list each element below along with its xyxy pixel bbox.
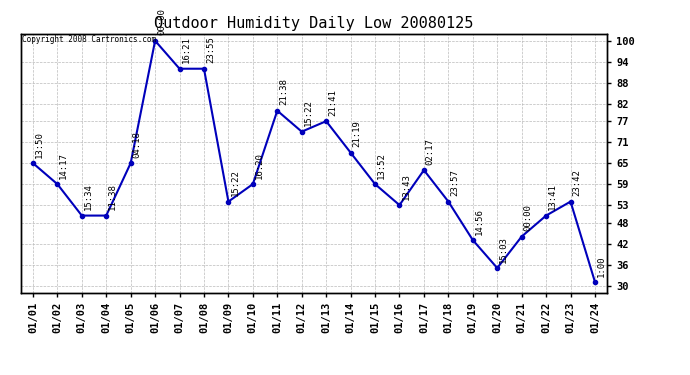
Text: 21:38: 21:38 xyxy=(279,78,288,105)
Text: 15:03: 15:03 xyxy=(499,236,509,263)
Text: 00:00: 00:00 xyxy=(524,204,533,231)
Text: 15:34: 15:34 xyxy=(83,183,92,210)
Text: 13:41: 13:41 xyxy=(548,183,557,210)
Text: Copyright 2008 Cartronics.com: Copyright 2008 Cartronics.com xyxy=(22,35,156,44)
Text: 16:21: 16:21 xyxy=(181,37,190,63)
Title: Outdoor Humidity Daily Low 20080125: Outdoor Humidity Daily Low 20080125 xyxy=(155,16,473,31)
Text: 1:00: 1:00 xyxy=(597,255,606,277)
Text: 14:17: 14:17 xyxy=(59,152,68,179)
Text: 14:56: 14:56 xyxy=(475,208,484,235)
Text: 21:41: 21:41 xyxy=(328,89,337,116)
Text: 23:57: 23:57 xyxy=(451,170,460,196)
Text: 11:38: 11:38 xyxy=(108,183,117,210)
Text: 13:52: 13:52 xyxy=(377,152,386,179)
Text: 13:50: 13:50 xyxy=(35,131,44,158)
Text: 00:00: 00:00 xyxy=(157,9,166,36)
Text: 21:19: 21:19 xyxy=(353,120,362,147)
Text: 02:17: 02:17 xyxy=(426,138,435,165)
Text: 15:22: 15:22 xyxy=(230,170,239,196)
Text: 16:20: 16:20 xyxy=(255,152,264,179)
Text: 23:55: 23:55 xyxy=(206,37,215,63)
Text: 13:43: 13:43 xyxy=(402,173,411,200)
Text: 04:18: 04:18 xyxy=(132,131,141,158)
Text: 15:22: 15:22 xyxy=(304,99,313,126)
Text: 23:42: 23:42 xyxy=(573,170,582,196)
